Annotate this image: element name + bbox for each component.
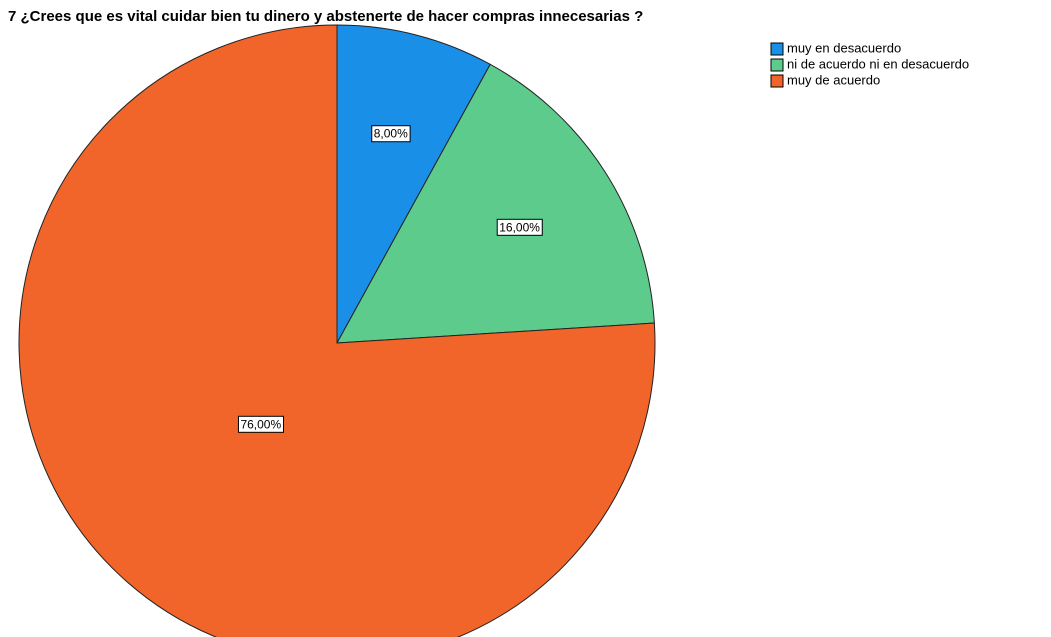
data-label-text: 8,00%	[374, 127, 408, 141]
pie-slice	[336, 24, 491, 344]
legend-swatch	[770, 74, 784, 88]
legend-label: ni de acuerdo ni en desacuerdo	[787, 56, 969, 71]
legend-swatch	[770, 42, 784, 56]
pie-slice	[336, 63, 655, 344]
data-label-box	[237, 415, 284, 433]
data-label-text: 16,00%	[499, 220, 540, 234]
legend-label: muy de acuerdo	[787, 72, 880, 87]
legend-swatch	[770, 58, 784, 72]
chart-title: 7 ¿Crees que es vital cuidar bien tu din…	[8, 8, 643, 25]
data-label-text: 76,00%	[240, 417, 281, 431]
data-label-box	[371, 125, 411, 143]
legend-label: muy en desacuerdo	[787, 40, 901, 55]
pie-slice	[18, 24, 656, 637]
data-label-box	[496, 218, 543, 236]
